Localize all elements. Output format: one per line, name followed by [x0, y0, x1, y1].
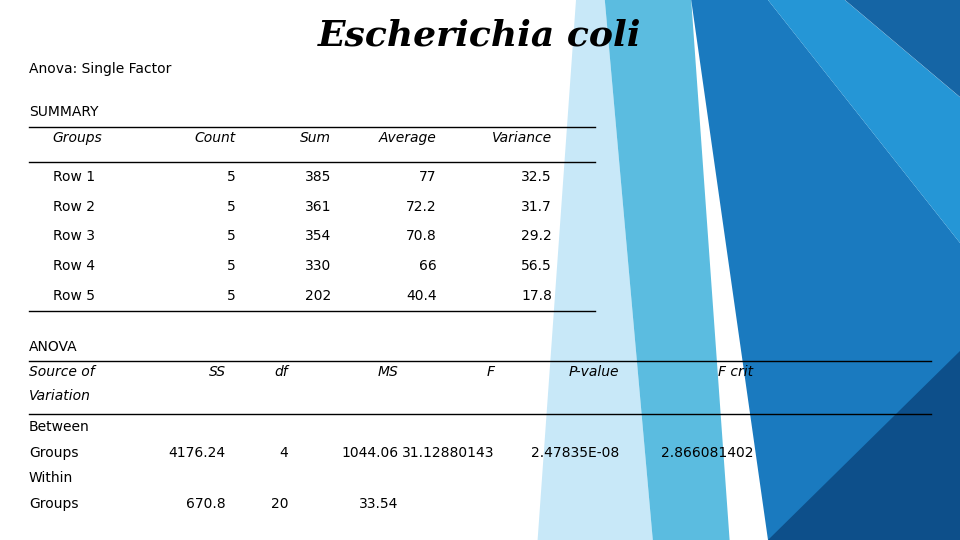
- Polygon shape: [768, 0, 960, 243]
- Text: F: F: [487, 365, 494, 379]
- Text: 31.12880143: 31.12880143: [402, 446, 494, 460]
- Text: 5: 5: [227, 200, 235, 213]
- Text: 72.2: 72.2: [406, 200, 437, 213]
- Text: 5: 5: [227, 259, 235, 273]
- Text: P-value: P-value: [568, 365, 619, 379]
- Text: Between: Between: [29, 420, 89, 434]
- Text: Anova: Single Factor: Anova: Single Factor: [29, 62, 171, 76]
- Text: 77: 77: [420, 170, 437, 184]
- Polygon shape: [720, 351, 960, 540]
- Text: 5: 5: [227, 289, 235, 302]
- Text: Average: Average: [379, 131, 437, 145]
- Text: 70.8: 70.8: [406, 230, 437, 243]
- Text: 1044.06: 1044.06: [341, 446, 398, 460]
- Text: 354: 354: [305, 230, 331, 243]
- Text: Variation: Variation: [29, 389, 90, 403]
- Text: 2.47835E-08: 2.47835E-08: [531, 446, 619, 460]
- Text: 56.5: 56.5: [521, 259, 552, 273]
- Text: Count: Count: [194, 131, 235, 145]
- Text: Variance: Variance: [492, 131, 552, 145]
- Text: df: df: [275, 365, 288, 379]
- Polygon shape: [605, 0, 730, 540]
- Text: Row 4: Row 4: [53, 259, 95, 273]
- Polygon shape: [691, 0, 960, 540]
- Text: Row 3: Row 3: [53, 230, 95, 243]
- Text: Row 5: Row 5: [53, 289, 95, 302]
- Text: Groups: Groups: [53, 131, 103, 145]
- Text: ANOVA: ANOVA: [29, 340, 78, 354]
- Text: 385: 385: [305, 170, 331, 184]
- Text: 66: 66: [420, 259, 437, 273]
- Text: Within: Within: [29, 471, 73, 485]
- Text: Row 2: Row 2: [53, 200, 95, 213]
- Text: Escherichia coli: Escherichia coli: [319, 19, 641, 53]
- Text: 670.8: 670.8: [186, 497, 226, 511]
- Polygon shape: [845, 0, 960, 97]
- Text: 5: 5: [227, 230, 235, 243]
- Text: SUMMARY: SUMMARY: [29, 105, 98, 119]
- Text: Groups: Groups: [29, 497, 79, 511]
- Text: 5: 5: [227, 170, 235, 184]
- Text: F crit: F crit: [718, 365, 754, 379]
- Text: 4176.24: 4176.24: [168, 446, 226, 460]
- Text: 361: 361: [304, 200, 331, 213]
- Text: 40.4: 40.4: [406, 289, 437, 302]
- Text: Row 1: Row 1: [53, 170, 95, 184]
- Text: 17.8: 17.8: [521, 289, 552, 302]
- Text: 32.5: 32.5: [521, 170, 552, 184]
- Text: 202: 202: [305, 289, 331, 302]
- Text: Source of: Source of: [29, 365, 94, 379]
- Text: Sum: Sum: [300, 131, 331, 145]
- Text: SS: SS: [208, 365, 226, 379]
- Text: 20: 20: [271, 497, 288, 511]
- Polygon shape: [538, 0, 653, 540]
- Text: 29.2: 29.2: [521, 230, 552, 243]
- Text: 2.866081402: 2.866081402: [661, 446, 754, 460]
- Text: 4: 4: [279, 446, 288, 460]
- Text: 33.54: 33.54: [359, 497, 398, 511]
- Text: 330: 330: [305, 259, 331, 273]
- Text: MS: MS: [377, 365, 398, 379]
- Text: Groups: Groups: [29, 446, 79, 460]
- Text: 31.7: 31.7: [521, 200, 552, 213]
